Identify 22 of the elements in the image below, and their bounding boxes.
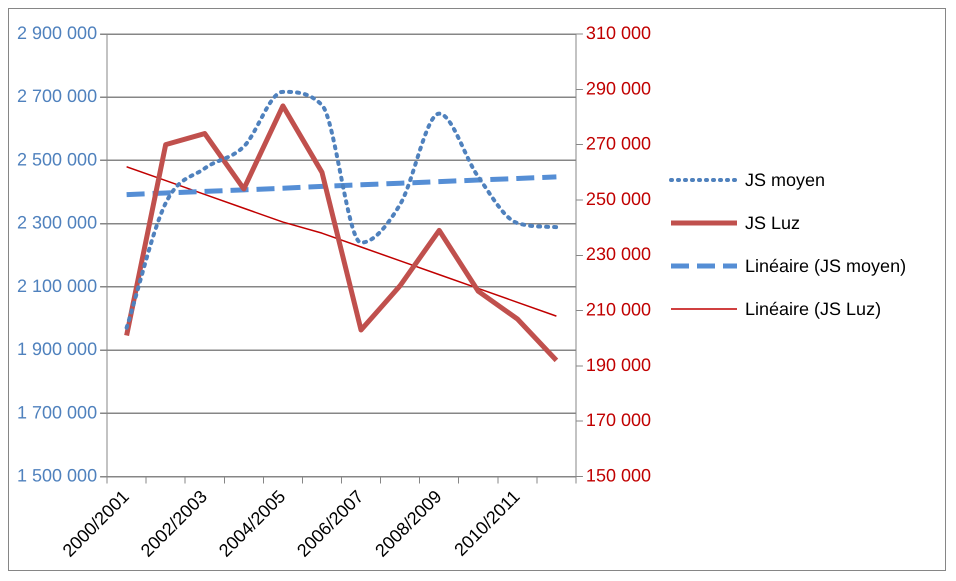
y2-tick-label: 310 000 — [586, 22, 652, 43]
y2-tick-label: 170 000 — [586, 410, 652, 430]
legend-label: Linéaire (JS Luz) — [745, 298, 882, 320]
y-tick-label: 2 700 000 — [17, 86, 98, 106]
legend-label: JS Luz — [745, 212, 800, 234]
y-tick-label: 1 500 000 — [17, 466, 98, 486]
y2-tick-label: 150 000 — [586, 466, 652, 486]
y-tick-label: 2 900 000 — [17, 22, 98, 43]
legend-label: JS moyen — [745, 170, 826, 190]
legend-label: Linéaire (JS moyen) — [745, 256, 906, 276]
line-series — [124, 90, 558, 330]
y2-tick-label: 250 000 — [586, 188, 652, 209]
y-tick-label: 1 700 000 — [17, 402, 98, 422]
y2-tick-label: 210 000 — [586, 300, 652, 320]
y2-tick-label: 270 000 — [586, 134, 652, 154]
y-tick-label: 1 900 000 — [17, 339, 98, 360]
y2-tick-label: 290 000 — [586, 78, 652, 98]
y2-tick-label: 190 000 — [586, 354, 652, 375]
y2-tick-label: 230 000 — [586, 244, 652, 264]
y-tick-label: 2 500 000 — [17, 149, 98, 170]
y-tick-label: 2 100 000 — [17, 276, 98, 296]
y-tick-label: 2 300 000 — [17, 212, 98, 233]
